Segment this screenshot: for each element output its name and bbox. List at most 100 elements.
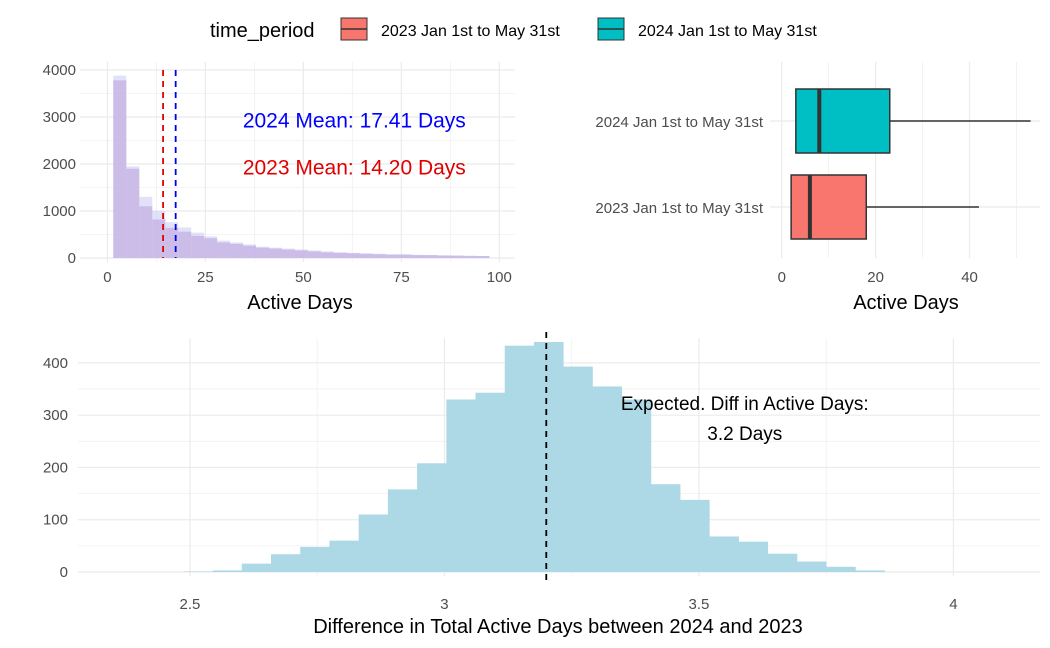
p1-tick-labels: 0 1000 2000 3000 4000 0 25 50 75 100 bbox=[43, 62, 512, 286]
p1-x-tick-label: 50 bbox=[295, 269, 312, 286]
p3-x-tick-label: 3.5 bbox=[689, 596, 710, 613]
p1-bar bbox=[450, 255, 464, 258]
p1-bar bbox=[152, 211, 166, 258]
p2-tick-labels: 0 20 40 bbox=[778, 269, 978, 286]
p3-bar bbox=[621, 399, 652, 572]
p3-bar bbox=[329, 540, 360, 572]
p1-x-tick-label: 25 bbox=[197, 269, 214, 286]
p3-bar bbox=[680, 499, 710, 572]
p1-bar bbox=[372, 253, 386, 258]
p1-x-axis-title: Active Days bbox=[247, 292, 353, 314]
p1-x-tick-label: 0 bbox=[103, 269, 111, 286]
p1-y-tick-label: 2000 bbox=[43, 156, 76, 173]
p3-bar bbox=[241, 563, 272, 572]
p3-annotation-line1: Expected. Diff in Active Days: bbox=[621, 394, 869, 415]
p1-bar bbox=[476, 256, 490, 258]
p1-bar bbox=[307, 250, 321, 258]
p1-bar bbox=[333, 252, 347, 258]
p1-x-tick-label: 100 bbox=[487, 269, 512, 286]
p3-bar bbox=[387, 489, 418, 572]
p1-bar bbox=[437, 255, 451, 258]
legend-label-2023: 2023 Jan 1st to May 31st bbox=[381, 23, 560, 40]
p1-bar bbox=[113, 75, 127, 258]
p3-bar bbox=[709, 536, 739, 572]
difference-histogram-panel: 0 100 200 300 400 2.5 3 3.5 4 Expected. Diff in … bbox=[43, 332, 1040, 638]
active-days-histogram-panel: 0 1000 2000 3000 4000 0 25 50 75 100 2024 Mean: 1… bbox=[43, 62, 515, 314]
p1-bar bbox=[204, 236, 218, 258]
p3-annotation-line2: 3.2 Days bbox=[707, 424, 782, 445]
p2-box bbox=[790, 174, 868, 240]
p3-bar bbox=[183, 571, 213, 572]
p1-bar bbox=[294, 249, 308, 258]
p3-bar bbox=[592, 386, 623, 572]
p1-y-tick-label: 1000 bbox=[43, 203, 76, 220]
legend-title: time_period bbox=[210, 20, 315, 42]
p1-y-tick-label: 4000 bbox=[43, 62, 76, 79]
p3-bar bbox=[650, 484, 681, 572]
p3-y-tick-label: 100 bbox=[43, 512, 68, 529]
p1-bar bbox=[281, 248, 295, 258]
active-days-boxplot-panel: 0 20 40 2024 Jan 1st to May 31st 2023 Jan … bbox=[595, 62, 1040, 314]
p2-x-axis-title: Active Days bbox=[853, 292, 959, 314]
p3-bar bbox=[212, 570, 243, 572]
p2-x-tick-label: 20 bbox=[867, 269, 884, 286]
p3-x-axis-title: Difference in Total Active Days between … bbox=[313, 616, 803, 638]
p3-bar bbox=[826, 566, 856, 572]
p3-y-tick-label: 200 bbox=[43, 459, 68, 476]
p3-tick-labels: 0 100 200 300 400 2.5 3 3.5 4 bbox=[43, 355, 958, 613]
p1-mean-lines bbox=[162, 70, 177, 258]
p3-bar bbox=[446, 399, 476, 572]
p1-bar bbox=[346, 252, 360, 258]
p2-x-tick-label: 0 bbox=[778, 269, 786, 286]
p1-bar bbox=[191, 232, 205, 258]
p3-y-tick-label: 300 bbox=[43, 407, 68, 424]
p1-bar bbox=[178, 227, 192, 258]
p1-bar bbox=[398, 254, 412, 258]
p2-box bbox=[795, 88, 891, 154]
p3-y-tick-label: 400 bbox=[43, 355, 68, 372]
p1-bar bbox=[385, 254, 399, 258]
p1-y-tick-label: 0 bbox=[68, 250, 76, 267]
p3-bar bbox=[358, 514, 389, 572]
p1-bar bbox=[463, 255, 477, 258]
p1-bar bbox=[230, 242, 244, 258]
p3-bar bbox=[417, 463, 447, 572]
p1-annotation-2024: 2024 Mean: 17.41 Days bbox=[243, 109, 466, 132]
p1-bar bbox=[217, 240, 231, 258]
p1-x-tick-label: 75 bbox=[393, 269, 410, 286]
p3-x-tick-label: 2.5 bbox=[180, 596, 201, 613]
p2-boxes bbox=[790, 88, 1031, 240]
p3-bars bbox=[183, 342, 885, 572]
p1-bar bbox=[320, 251, 334, 258]
p3-bar bbox=[767, 553, 798, 572]
p1-bar bbox=[424, 255, 438, 258]
p1-bar bbox=[255, 246, 269, 258]
p2-category-label-2023: 2023 Jan 1st to May 31st bbox=[595, 200, 763, 217]
p1-bar bbox=[139, 196, 153, 258]
p3-bar bbox=[300, 546, 330, 572]
p3-bar bbox=[855, 570, 885, 572]
p2-x-tick-label: 40 bbox=[961, 269, 978, 286]
p1-bar bbox=[243, 244, 256, 258]
p3-bar bbox=[475, 392, 506, 572]
p3-x-tick-label: 4 bbox=[949, 596, 957, 613]
legend: time_period 2023 Jan 1st to May 31st 202… bbox=[210, 17, 817, 42]
p1-y-tick-label: 3000 bbox=[43, 109, 76, 126]
p1-bar bbox=[359, 253, 373, 258]
p3-bar bbox=[533, 342, 564, 572]
p1-annotation-2023: 2023 Mean: 14.20 Days bbox=[243, 156, 466, 179]
p3-x-tick-label: 3 bbox=[440, 596, 448, 613]
p3-bar bbox=[504, 345, 535, 572]
p3-bar bbox=[796, 561, 827, 572]
p3-y-tick-label: 0 bbox=[60, 564, 68, 581]
p1-bars bbox=[113, 75, 490, 258]
legend-label-2024: 2024 Jan 1st to May 31st bbox=[638, 23, 817, 40]
p1-bar bbox=[411, 254, 425, 258]
p3-bar bbox=[563, 366, 593, 572]
p3-bar bbox=[738, 541, 769, 572]
p1-bar bbox=[126, 166, 140, 258]
p2-category-label-2024: 2024 Jan 1st to May 31st bbox=[595, 114, 763, 131]
p1-bar bbox=[268, 247, 282, 258]
